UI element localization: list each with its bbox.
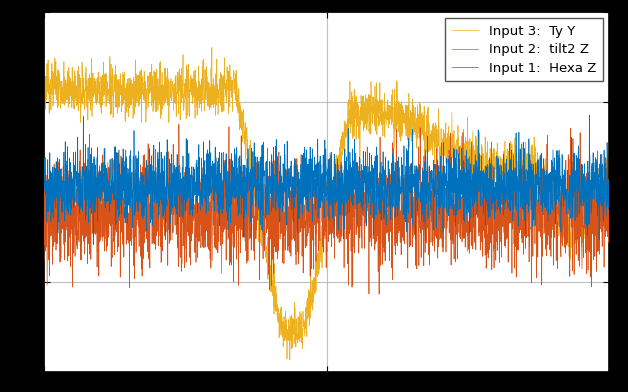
Input 1:  Hexa Z: (2.62e+03, 0.119): Hexa Z: (2.62e+03, 0.119) <box>533 176 541 180</box>
Input 2:  tilt2 Z: (716, 0.563): tilt2 Z: (716, 0.563) <box>175 122 183 127</box>
Input 3:  Ty Y: (1.15e+03, -0.187): Ty Y: (1.15e+03, -0.187) <box>257 212 264 217</box>
Input 1:  Hexa Z: (521, 0.132): Hexa Z: (521, 0.132) <box>138 174 146 179</box>
Input 1:  Hexa Z: (343, -0.026): Hexa Z: (343, -0.026) <box>105 193 112 198</box>
Input 1:  Hexa Z: (1.15e+03, -0.273): Hexa Z: (1.15e+03, -0.273) <box>257 223 264 227</box>
Input 3:  Ty Y: (1.3e+03, -1.39): Ty Y: (1.3e+03, -1.39) <box>286 357 293 362</box>
Input 2:  tilt2 Z: (520, -0.0394): tilt2 Z: (520, -0.0394) <box>138 194 146 199</box>
Input 2:  tilt2 Z: (1.15e+03, 0.0981): tilt2 Z: (1.15e+03, 0.0981) <box>257 178 264 183</box>
Input 2:  tilt2 Z: (342, -0.376): tilt2 Z: (342, -0.376) <box>105 235 112 240</box>
Input 2:  tilt2 Z: (3e+03, -0.407): tilt2 Z: (3e+03, -0.407) <box>605 239 613 243</box>
Input 2:  tilt2 Z: (0, -0.57): tilt2 Z: (0, -0.57) <box>40 258 48 263</box>
Input 1:  Hexa Z: (2.94e+03, 0.146): Hexa Z: (2.94e+03, 0.146) <box>595 172 602 177</box>
Input 3:  Ty Y: (342, 0.836): Ty Y: (342, 0.836) <box>105 89 112 94</box>
Line: Input 2:  tilt2 Z: Input 2: tilt2 Z <box>44 124 609 294</box>
Input 2:  tilt2 Z: (1.78e+03, -0.849): tilt2 Z: (1.78e+03, -0.849) <box>376 292 383 296</box>
Input 3:  Ty Y: (520, 0.815): Ty Y: (520, 0.815) <box>138 92 146 96</box>
Input 3:  Ty Y: (2.62e+03, 0.331): Ty Y: (2.62e+03, 0.331) <box>534 150 541 155</box>
Legend: Input 3:  Ty Y, Input 2:  tilt2 Z, Input 1:  Hexa Z: Input 3: Ty Y, Input 2: tilt2 Z, Input 1… <box>445 18 602 81</box>
Line: Input 3:  Ty Y: Input 3: Ty Y <box>44 47 609 359</box>
Input 3:  Ty Y: (891, 1.2): Ty Y: (891, 1.2) <box>208 45 215 50</box>
Input 2:  tilt2 Z: (2.62e+03, -0.184): tilt2 Z: (2.62e+03, -0.184) <box>534 212 541 216</box>
Input 2:  tilt2 Z: (2.94e+03, -0.15): tilt2 Z: (2.94e+03, -0.15) <box>595 208 602 212</box>
Input 1:  Hexa Z: (3e+03, 0.0267): Hexa Z: (3e+03, 0.0267) <box>605 187 613 191</box>
Line: Input 1:  Hexa Z: Input 1: Hexa Z <box>44 115 609 245</box>
Input 3:  Ty Y: (3e+03, 0.196): Ty Y: (3e+03, 0.196) <box>605 166 613 171</box>
Input 3:  Ty Y: (0, 0.739): Ty Y: (0, 0.739) <box>40 101 48 105</box>
Input 3:  Ty Y: (2.94e+03, -0.0402): Ty Y: (2.94e+03, -0.0402) <box>595 194 602 199</box>
Input 1:  Hexa Z: (0, 0.125): Hexa Z: (0, 0.125) <box>40 175 48 180</box>
Input 2:  tilt2 Z: (1.28e+03, -0.483): tilt2 Z: (1.28e+03, -0.483) <box>281 248 289 252</box>
Input 1:  Hexa Z: (262, -0.436): Hexa Z: (262, -0.436) <box>90 242 97 247</box>
Input 1:  Hexa Z: (2.9e+03, 0.639): Hexa Z: (2.9e+03, 0.639) <box>586 113 593 118</box>
Input 1:  Hexa Z: (1.28e+03, 0.0271): Hexa Z: (1.28e+03, 0.0271) <box>281 187 289 191</box>
Input 3:  Ty Y: (1.28e+03, -1.04): Ty Y: (1.28e+03, -1.04) <box>281 315 289 319</box>
